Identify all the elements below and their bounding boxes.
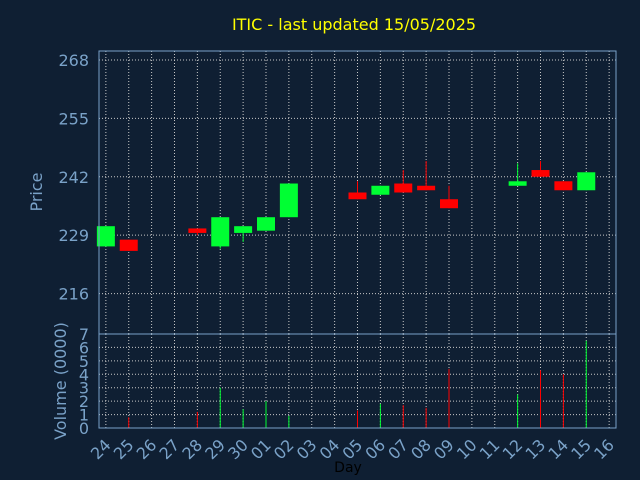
price-panel: 216 229 242 255 268 <box>58 50 617 335</box>
volume-tick-label: 3 <box>79 379 89 398</box>
price-tick-label: 268 <box>58 51 89 70</box>
price-tick-label: 229 <box>58 226 89 245</box>
candle-body <box>279 183 298 218</box>
candle-body <box>508 181 527 186</box>
candle-body <box>577 172 596 191</box>
x-tick-label: 16 <box>590 435 618 463</box>
price-tick-label: 255 <box>58 109 89 128</box>
candle-body <box>348 192 367 200</box>
candle-body <box>256 217 275 231</box>
volume-tick-label: 2 <box>79 392 89 411</box>
volume-tick-label: 0 <box>79 419 89 438</box>
price-tick-label: 216 <box>58 285 89 304</box>
volume-tick-label: 4 <box>79 365 89 384</box>
price-tick-label: 242 <box>58 168 89 187</box>
volume-tick-label: 6 <box>79 338 89 357</box>
candle-body <box>234 226 253 233</box>
volume-tick-label: 7 <box>79 325 89 344</box>
volume-tick-label: 5 <box>79 352 89 371</box>
price-axis-label: Price <box>27 172 46 211</box>
candle-body <box>531 170 550 177</box>
candle-body <box>211 217 230 247</box>
candle-body <box>554 181 573 191</box>
candle-body <box>119 239 138 251</box>
chart-title: ITIC - last updated 15/05/2025 <box>232 15 476 34</box>
candle-body <box>371 185 390 195</box>
volume-axis-label: Volume (0000) <box>51 322 70 440</box>
candle-body <box>440 199 459 209</box>
candle-body <box>96 226 115 247</box>
volume-panel-border <box>98 333 617 429</box>
candle-body <box>394 183 413 193</box>
candle-body <box>417 185 436 191</box>
x-axis-label: Day <box>334 460 362 476</box>
volume-tick-label: 1 <box>79 406 89 425</box>
candle-body <box>188 228 207 233</box>
